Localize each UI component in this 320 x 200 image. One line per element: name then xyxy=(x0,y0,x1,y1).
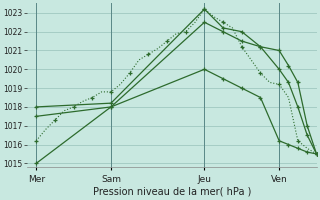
X-axis label: Pression niveau de la mer( hPa ): Pression niveau de la mer( hPa ) xyxy=(92,187,251,197)
